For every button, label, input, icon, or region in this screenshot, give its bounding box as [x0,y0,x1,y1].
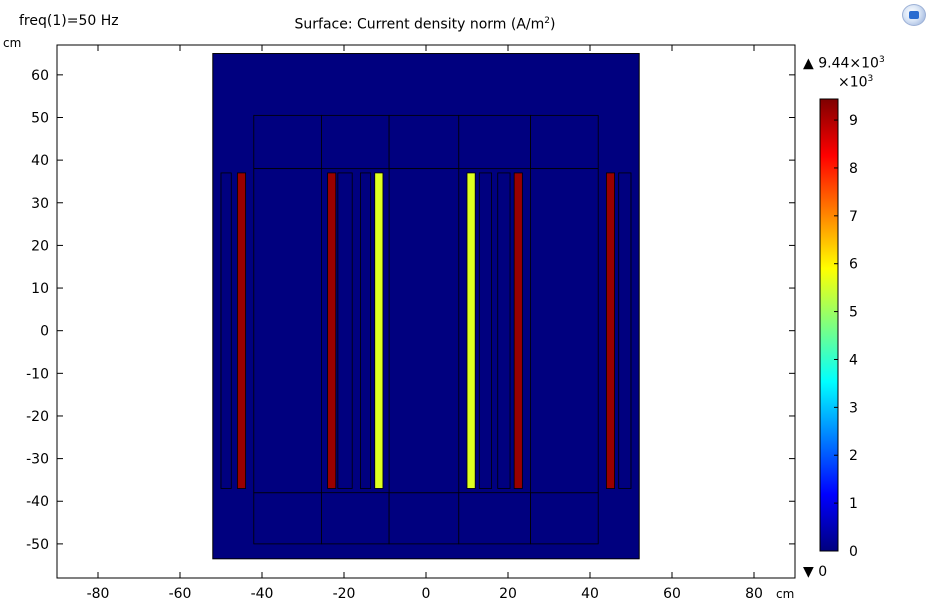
colorbar-tick-label: 0 [849,544,858,560]
yoke-block [253,492,322,545]
x-tick-label: -40 [251,586,274,602]
winding [478,172,492,489]
plot-title-superscript: 2 [544,16,550,26]
y-tick-label: 20 [31,238,49,254]
yoke-block [530,114,599,170]
colorbar-scale-exponent: 3 [867,74,874,84]
colorbar-min-text: 0 [818,564,828,580]
colorbar-tick-label: 1 [849,496,858,512]
yoke-block [388,114,460,170]
winding [497,172,511,489]
x-axis-unit: cm [776,587,795,601]
plot-title: Surface: Current density norm (A/m2) [0,16,850,33]
winding [220,172,232,489]
y-tick-label: 50 [31,110,49,126]
x-tick-label: -20 [333,586,356,602]
plot-title-end: ) [550,16,556,33]
colorbar-tick-label: 6 [849,257,858,273]
colorbar-min-label: ▼ 0 [803,564,827,580]
colorbar-tick-label: 4 [849,352,858,368]
winding [513,172,523,489]
y-tick-label: -20 [26,409,49,425]
colorbar-gradient [819,98,839,552]
x-tick-label: 20 [499,586,517,602]
x-tick-label: 80 [745,586,763,602]
colorbar-tick-label: 3 [849,400,858,416]
winding [236,172,246,489]
colorbar-max-text: 9.44×10 [818,55,879,72]
plot-title-main: Surface: Current density norm (A/m [294,16,545,33]
axes: -80 -60 -40 -20 0 20 40 60 80 -50 -40 -30 -20 -10 0 10 2… [26,44,796,602]
yoke-block [530,492,599,545]
triangle-up-icon: ▲ [803,55,814,72]
x-tick-label: 0 [422,586,431,602]
core-limb [388,168,460,494]
winding [618,172,632,489]
winding [374,172,384,489]
y-tick-label: -30 [26,452,49,468]
y-tick-label: -40 [26,494,49,510]
colorbar-max-label: ▲ 9.44×103 [803,55,885,72]
winding [359,172,372,489]
y-tick-label: 10 [31,281,49,297]
x-tick-label: -80 [87,586,110,602]
y-tick-label: -10 [26,366,49,382]
y-axis-unit: cm [3,36,22,50]
colorbar: 0 1 2 3 4 5 6 7 8 9 [819,98,858,560]
colorbar-tick-label: 5 [849,305,858,321]
winding [337,172,353,489]
y-tick-label: 30 [31,196,49,212]
winding [466,172,476,489]
colorbar-tick-label: 2 [849,448,858,464]
yoke-block [388,492,460,545]
y-tick-label: 0 [40,324,49,340]
app-logo-icon[interactable] [902,4,926,26]
winding [606,172,616,489]
yoke-block [321,114,390,170]
colorbar-tick-label: 8 [849,161,858,177]
y-tick-label: 40 [31,153,49,169]
plot-area[interactable] [212,53,640,560]
yoke-block [458,492,531,545]
colorbar-scale-text: ×10 [838,74,868,91]
core-limb [253,168,322,494]
x-tick-label: 60 [663,586,681,602]
colorbar-max-exponent: 3 [878,55,885,65]
x-tick-label: -60 [169,586,192,602]
x-tick-label: 40 [581,586,599,602]
frequency-label: freq(1)=50 Hz [19,13,119,29]
colorbar-tick-label: 9 [849,113,858,129]
y-tick-label: -50 [26,537,49,553]
winding [327,172,337,489]
colorbar-scale-label: ×103 [838,74,873,91]
yoke-block [458,114,531,170]
yoke-block [253,114,322,170]
triangle-down-icon: ▼ [803,564,814,580]
y-tick-label: 60 [31,68,49,84]
colorbar-tick-label: 7 [849,209,858,225]
core-limb [530,168,599,494]
yoke-block [321,492,390,545]
